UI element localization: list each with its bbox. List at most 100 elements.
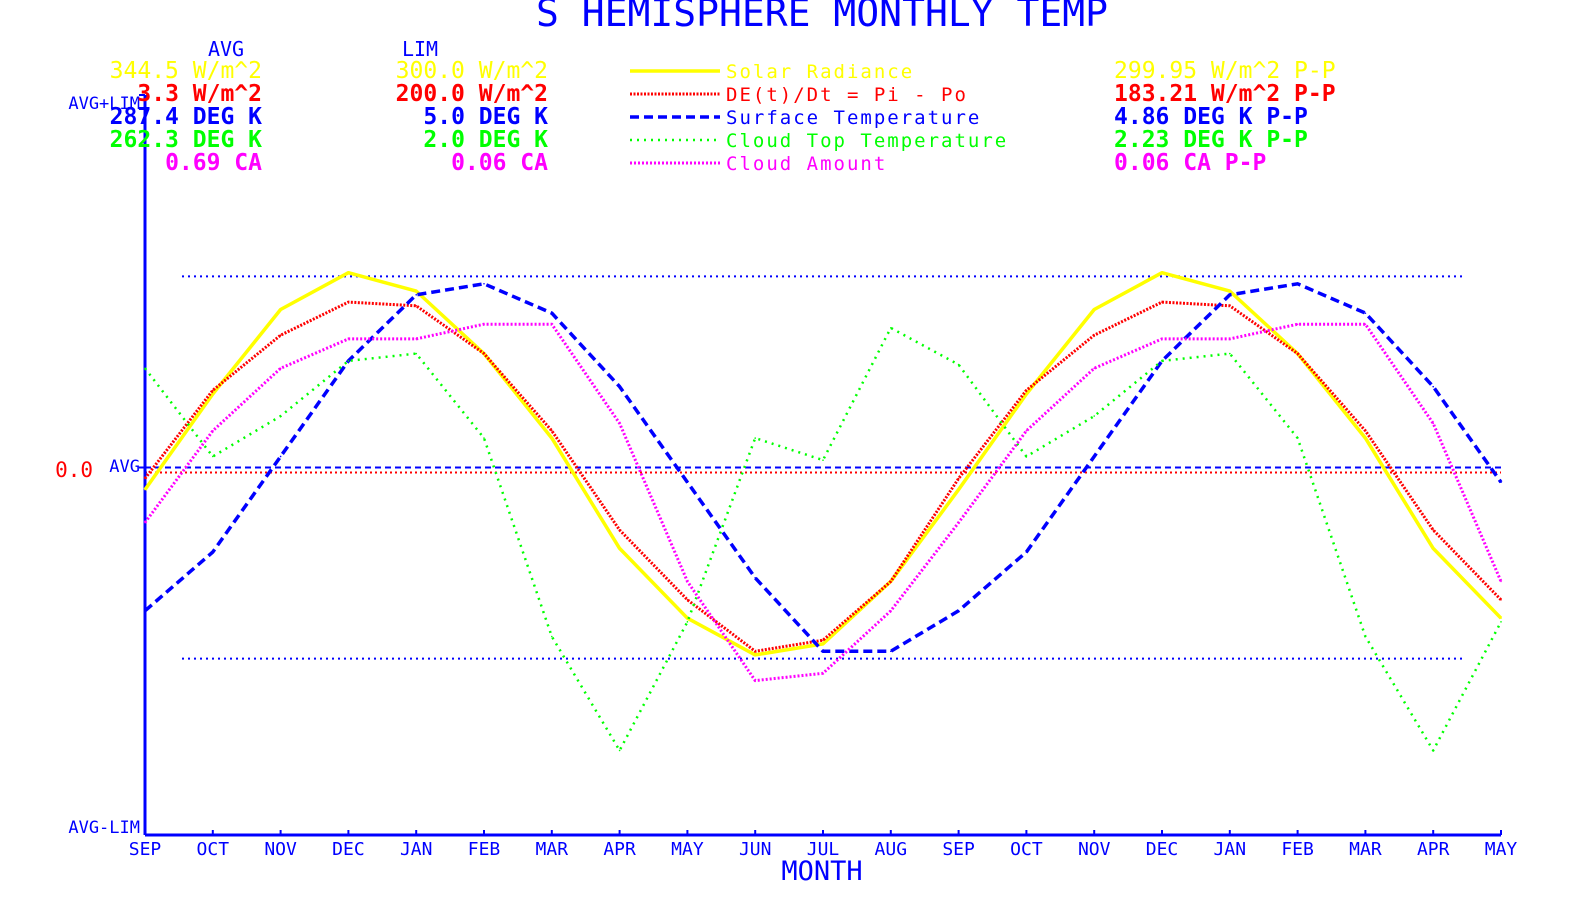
y-label-zero: 0.0 xyxy=(55,458,93,482)
data-point-cloud_amount xyxy=(1500,580,1502,583)
data-point-cloud_amount xyxy=(1025,429,1028,432)
data-point-de xyxy=(415,305,418,307)
stat-lim-cloud_top: 2.0 DEG K xyxy=(423,127,548,153)
x-tick-label: FEB xyxy=(1281,839,1314,860)
data-point-surface xyxy=(212,551,214,553)
x-tick-label: APR xyxy=(1417,839,1450,860)
x-tick-label: NOV xyxy=(264,839,297,860)
data-point-cloud_amount xyxy=(1093,367,1095,370)
data-point-de xyxy=(1229,305,1231,307)
x-tick-label: MAY xyxy=(671,839,704,860)
stat-pp-cloud_top: 2.23 DEG K P-P xyxy=(1114,127,1308,153)
data-point-surface xyxy=(1093,455,1095,458)
data-point-cloud_top xyxy=(1364,635,1367,638)
data-point-surface xyxy=(957,610,960,612)
legend-label-cloud_amount: Cloud Amount xyxy=(726,153,887,175)
data-point-cloud_top xyxy=(279,415,282,417)
data-point-solar xyxy=(551,437,553,439)
data-point-de xyxy=(1500,599,1502,601)
data-point-cloud_amount xyxy=(212,429,214,432)
data-point-cloud_top xyxy=(347,360,350,362)
data-point-cloud_amount xyxy=(822,672,824,675)
data-point-de xyxy=(279,334,282,337)
series-line-cloud_amount xyxy=(143,322,1503,683)
data-point-de xyxy=(686,599,689,601)
stat-lim-solar: 300.0 W/m^2 xyxy=(396,58,548,84)
data-point-cloud_top xyxy=(1229,352,1231,355)
data-point-surface xyxy=(686,481,689,484)
data-point-surface xyxy=(1296,282,1299,285)
data-point-solar xyxy=(415,290,418,292)
data-point-cloud_top xyxy=(1432,749,1434,752)
data-point-solar xyxy=(144,488,146,491)
data-point-de xyxy=(1364,429,1367,432)
data-point-de xyxy=(347,301,350,303)
data-point-solar xyxy=(1364,437,1367,439)
data-point-surface xyxy=(822,650,824,653)
x-tick-label: SEP xyxy=(942,839,975,860)
legend-label-solar: Solar Radiance xyxy=(726,61,914,83)
x-tick-label: DEC xyxy=(1146,839,1179,860)
data-point-cloud_top xyxy=(212,455,214,458)
legend-label-cloud_top: Cloud Top Temperature xyxy=(726,130,1008,152)
data-point-solar xyxy=(1500,617,1502,619)
stat-lim-surface: 5.0 DEG K xyxy=(423,104,548,130)
data-point-cloud_amount xyxy=(890,610,892,612)
data-point-cloud_top xyxy=(483,437,485,439)
data-point-de xyxy=(1432,529,1434,531)
data-point-de xyxy=(754,650,756,653)
data-point-solar xyxy=(212,393,214,395)
series-stats: 344.5 W/m^2 300.0 W/m^2 299.95 W/m^2 P-P 3.… xyxy=(110,58,1336,176)
data-point-cloud_amount xyxy=(1364,323,1367,325)
data-point-de xyxy=(1093,334,1095,337)
data-point-cloud_amount xyxy=(957,521,960,524)
data-point-cloud_amount xyxy=(347,338,350,340)
data-point-de xyxy=(551,429,553,432)
data-point-surface xyxy=(1229,293,1231,296)
data-point-cloud_amount xyxy=(754,679,756,682)
data-point-cloud_top xyxy=(1161,360,1163,362)
data-point-cloud_amount xyxy=(1229,338,1231,340)
data-point-cloud_amount xyxy=(144,521,146,524)
stat-lim-cloud_amount: 0.06 CA xyxy=(451,150,548,176)
y-label-middle: AVG xyxy=(109,457,140,477)
chart-title: S HEMISPHERE MONTHLY TEMP xyxy=(536,0,1108,35)
stat-pp-solar: 299.95 W/m^2 P-P xyxy=(1114,58,1336,84)
data-point-cloud_amount xyxy=(686,580,689,583)
data-point-de xyxy=(212,389,214,392)
data-point-solar xyxy=(347,271,350,274)
stat-lim-de: 200.0 W/m^2 xyxy=(396,81,548,107)
data-point-solar xyxy=(618,547,621,550)
data-point-cloud_top xyxy=(551,635,553,638)
x-tick-label: FEB xyxy=(468,839,501,860)
data-point-solar xyxy=(279,308,282,311)
data-point-cloud_top xyxy=(822,459,824,461)
x-tick-label: DEC xyxy=(332,839,365,860)
data-point-de xyxy=(618,529,621,531)
data-point-cloud_top xyxy=(1093,415,1095,417)
data-point-cloud_amount xyxy=(551,323,553,325)
x-tick-label: APR xyxy=(603,839,636,860)
series-line-cloud_top xyxy=(144,326,1503,752)
data-point-cloud_amount xyxy=(618,422,621,425)
data-point-cloud_amount xyxy=(1296,323,1299,325)
data-point-surface xyxy=(754,576,756,579)
x-tick-label: MAR xyxy=(536,839,569,860)
y-label-top: AVG+LIM xyxy=(68,94,140,114)
data-point-de xyxy=(822,639,824,642)
data-point-de xyxy=(890,580,892,583)
data-point-cloud_top xyxy=(415,352,418,355)
x-tick-label: NOV xyxy=(1078,839,1111,860)
stat-avg-cloud_top: 262.3 DEG K xyxy=(110,127,262,153)
x-tick-label: JAN xyxy=(1214,839,1247,860)
data-point-cloud_top xyxy=(618,749,621,752)
data-point-cloud_top xyxy=(957,363,960,366)
stat-avg-surface: 287.4 DEG K xyxy=(110,104,262,130)
data-point-cloud_amount xyxy=(1432,422,1434,425)
data-point-de xyxy=(483,352,485,355)
data-point-solar xyxy=(957,488,960,491)
stat-pp-cloud_amount: 0.06 CA P-P xyxy=(1114,150,1266,176)
data-point-cloud_top xyxy=(1500,621,1502,623)
